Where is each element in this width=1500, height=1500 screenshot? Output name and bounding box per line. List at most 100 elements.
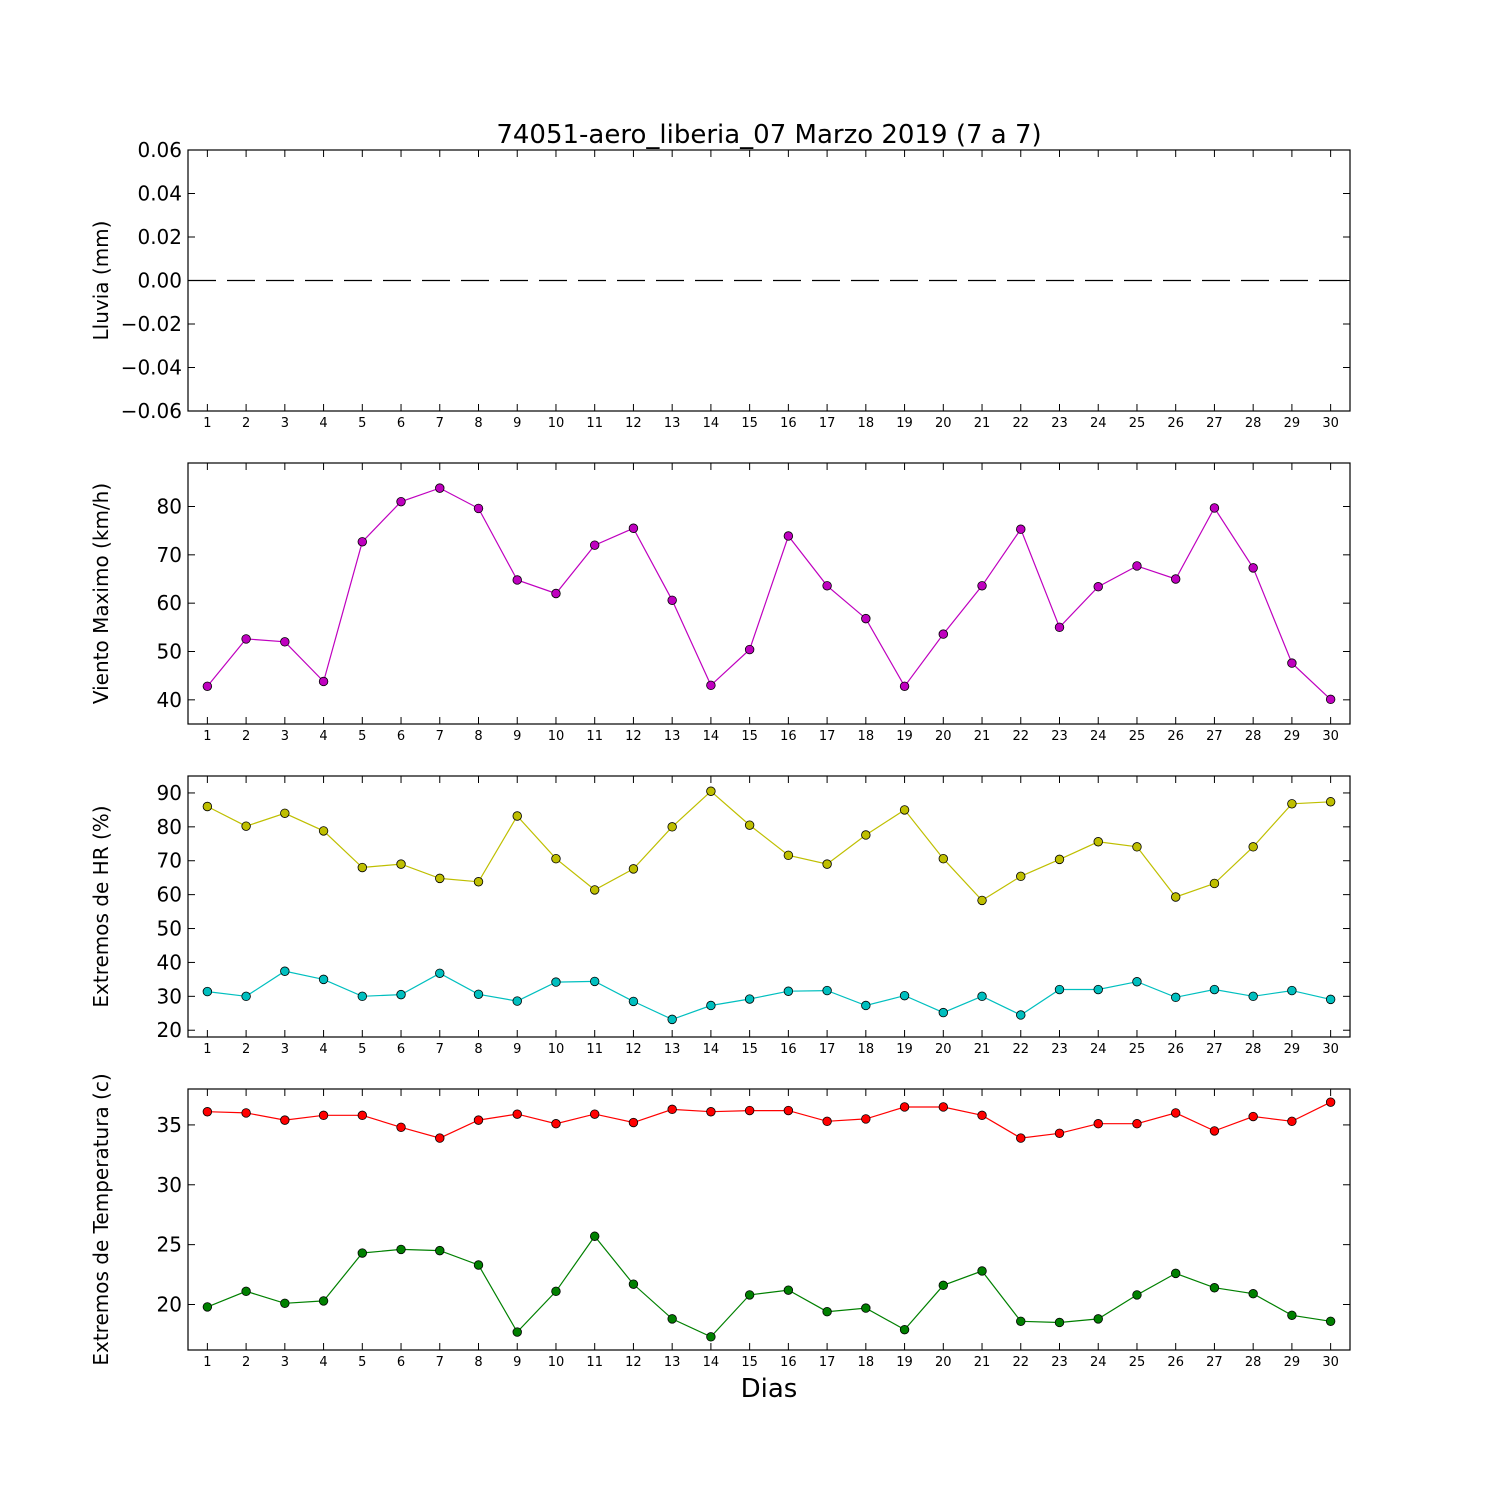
x-tick-label: 22	[1012, 416, 1029, 431]
x-tick-label: 20	[935, 1355, 952, 1370]
data-point	[357, 537, 368, 547]
data-point	[1287, 1116, 1297, 1127]
x-tick-label: 30	[1322, 416, 1339, 431]
data-point	[473, 877, 484, 887]
x-tick-label: 29	[1284, 729, 1301, 744]
series-line-0	[207, 790, 1331, 902]
data-point	[1170, 574, 1181, 584]
x-tick-label: 12	[625, 416, 642, 431]
y-tick-label: 60	[157, 883, 182, 907]
x-tick-label: 3	[281, 1042, 289, 1057]
data-point	[1170, 992, 1181, 1003]
data-point	[280, 637, 290, 647]
data-point	[396, 496, 406, 507]
x-tick-label: 7	[436, 1355, 444, 1370]
data-point	[706, 786, 716, 796]
x-tick-label: 3	[281, 416, 289, 431]
data-point	[512, 1109, 522, 1119]
data-point	[1170, 1268, 1181, 1279]
x-tick-label: 3	[281, 729, 289, 744]
x-tick-label: 22	[1012, 1042, 1029, 1057]
y-tick-label: 50	[157, 917, 182, 941]
data-point	[202, 1107, 213, 1117]
x-tick-label: 23	[1051, 1042, 1068, 1057]
data-point	[783, 986, 794, 996]
x-tick-label: 20	[935, 1042, 952, 1057]
x-tick-label: 18	[858, 1042, 875, 1057]
data-point	[1325, 694, 1336, 705]
x-tick-label: 1	[203, 729, 211, 744]
x-tick-label: 11	[586, 416, 603, 431]
data-point	[590, 1231, 600, 1241]
data-point	[590, 885, 600, 895]
data-point	[241, 634, 251, 644]
x-tick-label: 18	[858, 729, 875, 744]
data-point	[435, 873, 445, 884]
data-point	[396, 1244, 406, 1255]
data-point	[938, 854, 949, 864]
data-point	[977, 991, 987, 1002]
x-tick-label: 2	[242, 416, 250, 431]
data-point	[202, 1302, 213, 1312]
x-tick-label: 22	[1012, 1355, 1029, 1370]
data-point	[706, 1332, 716, 1342]
y-tick-label: 0.02	[137, 225, 182, 249]
x-tick-label: 17	[819, 416, 836, 431]
x-tick-label: 11	[586, 729, 603, 744]
x-tick-label: 15	[741, 1355, 758, 1370]
x-tick-label: 8	[474, 729, 482, 744]
x-tick-label: 5	[358, 1355, 366, 1370]
data-point	[822, 859, 832, 869]
data-point	[1016, 1316, 1026, 1326]
data-point	[551, 1119, 561, 1129]
data-point	[202, 986, 213, 997]
x-tick-label: 26	[1167, 729, 1184, 744]
data-point	[357, 1110, 368, 1121]
data-point	[1016, 1133, 1026, 1143]
data-point	[1325, 1316, 1336, 1326]
data-point	[628, 523, 639, 533]
x-tick-label: 19	[896, 1355, 913, 1370]
x-tick-label: 26	[1167, 416, 1184, 431]
x-tick-label: 5	[358, 1042, 366, 1057]
data-point	[435, 1133, 445, 1143]
data-point	[551, 854, 561, 864]
data-point	[280, 966, 290, 976]
data-point	[1248, 1289, 1258, 1299]
data-point	[1248, 563, 1258, 573]
x-tick-label: 15	[741, 729, 758, 744]
x-tick-label: 15	[741, 416, 758, 431]
x-tick-label: 10	[548, 416, 565, 431]
data-point	[938, 1280, 949, 1291]
data-point	[1054, 622, 1065, 633]
data-point	[318, 974, 329, 985]
x-tick-label: 11	[586, 1355, 603, 1370]
x-tick-label: 19	[896, 1042, 913, 1057]
data-point	[1132, 842, 1142, 852]
data-point	[357, 862, 368, 873]
data-point	[241, 1286, 251, 1297]
data-point	[280, 1298, 290, 1309]
x-tick-label: 9	[513, 1042, 521, 1057]
data-point	[628, 1117, 639, 1128]
data-point	[241, 991, 251, 1002]
x-tick-label: 1	[203, 1355, 211, 1370]
x-tick-label: 13	[664, 729, 681, 744]
data-point	[1209, 984, 1220, 995]
panel-lluvia: −0.06−0.04−0.020.000.020.040.061 2 3 4 5 6 7 8 9…	[89, 138, 1351, 431]
data-point	[1132, 1290, 1142, 1300]
x-tick-label: 29	[1284, 416, 1301, 431]
data-point	[473, 1115, 484, 1125]
data-point	[1132, 1119, 1142, 1129]
data-point	[861, 613, 871, 624]
data-point	[822, 1306, 832, 1317]
data-point	[977, 895, 987, 906]
x-tick-label: 5	[358, 729, 366, 744]
data-point	[512, 575, 522, 585]
data-point	[783, 1105, 794, 1116]
data-point	[396, 989, 406, 1000]
x-tick-label: 24	[1090, 1355, 1107, 1370]
y-tick-label: 50	[157, 640, 182, 664]
data-point	[318, 1110, 329, 1121]
data-point	[241, 1108, 251, 1118]
